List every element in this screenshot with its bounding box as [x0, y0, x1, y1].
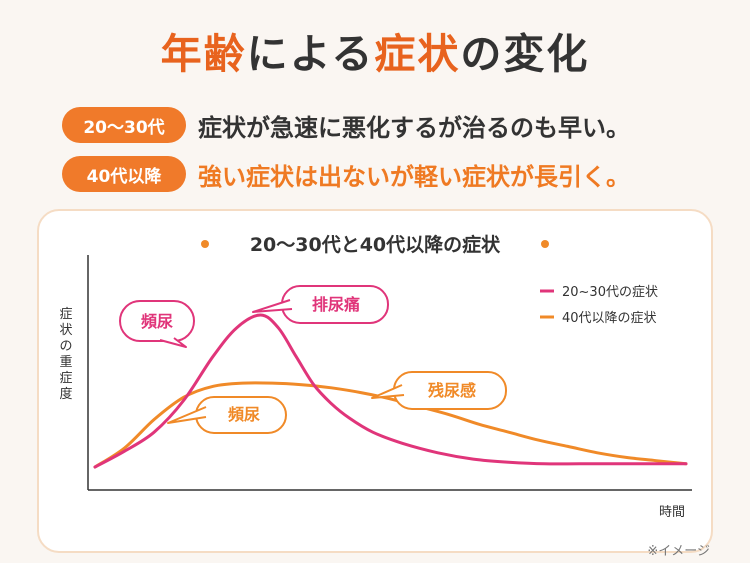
chart-title-dot-right [541, 240, 549, 248]
age-row-young: 20〜30代 症状が急速に悪化するが治るのも早い。 [62, 105, 630, 145]
y-axis-label: 症状の重症度 [59, 307, 72, 402]
title-change: の変化 [460, 30, 590, 78]
title-by: による [246, 30, 375, 78]
callout-label: 排尿痛 [312, 295, 360, 314]
age-badge-young: 20〜30代 [62, 107, 186, 143]
callout-frequent-urination-older: 頻尿 [167, 396, 287, 434]
callout-frequent-urination-young: 頻尿 [119, 300, 195, 348]
callout-label: 頻尿 [141, 312, 173, 331]
series-line-older [93, 381, 688, 469]
x-axis-label: 時間 [659, 505, 685, 520]
title-age: 年齢 [160, 30, 247, 78]
age-description-older: 強い症状は出ないが軽い症状が長引く。 [198, 162, 630, 191]
callout-residual-urine: 残尿感 [371, 371, 507, 410]
image-note: ※イメージ [647, 544, 710, 559]
callout-painful-urination: 排尿痛 [252, 285, 389, 324]
legend-label-young: 20~30代の症状 [562, 285, 658, 300]
age-row-older: 40代以降 強い症状は出ないが軽い症状が長引く。 [62, 154, 630, 194]
page-title: 年齢による症状の変化 [0, 20, 750, 80]
age-description-young: 症状が急速に悪化するが治るのも早い。 [198, 113, 630, 142]
chart-title: 20〜30代と40代以降の症状 [250, 233, 501, 256]
chart-card [37, 209, 713, 553]
callout-label: 残尿感 [428, 381, 476, 400]
chart-title-dot-left [201, 240, 209, 248]
title-symptoms: 症状 [374, 30, 461, 78]
legend-label-older: 40代以降の症状 [562, 311, 657, 326]
age-badge-older: 40代以降 [62, 156, 186, 192]
series-line-young [93, 313, 688, 469]
callout-label: 頻尿 [228, 405, 260, 424]
